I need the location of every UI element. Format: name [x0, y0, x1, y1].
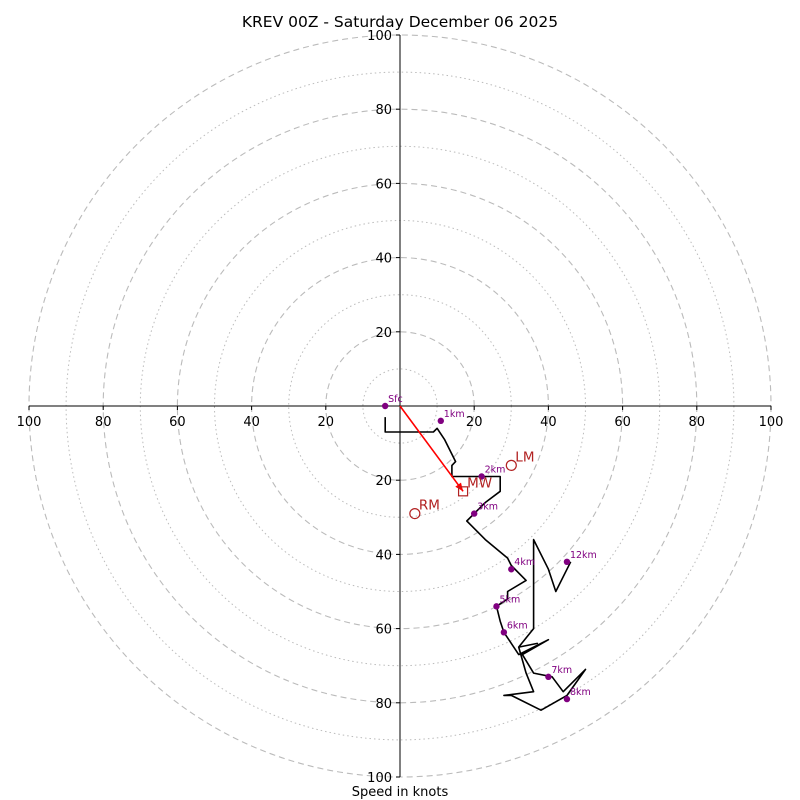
- height-label-8km: 8km: [570, 687, 591, 698]
- height-marker-2km: [478, 473, 485, 480]
- tick-label-left-100: 100: [17, 415, 42, 430]
- height-marker-4km: [508, 566, 515, 573]
- motion-label-lm: LM: [515, 449, 534, 465]
- height-label-12km: 12km: [570, 550, 597, 561]
- storm-motions: LM MW RM: [409, 449, 534, 520]
- height-marker-7km: [545, 673, 552, 681]
- tick-label-bottom-100: 100: [367, 771, 392, 786]
- height-marker-3km: [471, 510, 478, 517]
- tick-label-top-40: 40: [375, 252, 392, 267]
- motion-marker-rm: [409, 507, 421, 520]
- height-marker-12km: [563, 558, 571, 566]
- height-marker-1km: [437, 417, 445, 425]
- height-label-5km: 5km: [499, 594, 520, 605]
- tick-label-left-40: 40: [243, 415, 260, 430]
- height-label-sfc: Sfc: [388, 394, 403, 405]
- hodograph-trace-group: [384, 417, 587, 712]
- hodograph-trace: [384, 417, 587, 712]
- tick-label-right-60: 60: [614, 415, 631, 430]
- x-axis-label: Speed in knots: [352, 785, 449, 800]
- tick-label-right-80: 80: [689, 415, 706, 430]
- height-marker-6km: [500, 629, 508, 636]
- motion-marker-lm: [505, 459, 517, 471]
- motion-label-mw: MW: [467, 475, 492, 491]
- tick-label-top-60: 60: [375, 177, 392, 192]
- height-markers: Sfc 1km 2km 3km 4km 5km 6km 7km 8km 12km: [381, 394, 597, 703]
- shear-vector-line: [399, 405, 464, 492]
- tick-label-right-40: 40: [540, 415, 557, 430]
- motion-marker-mw: [457, 486, 469, 497]
- tick-label-left-20: 20: [318, 415, 335, 430]
- height-label-3km: 3km: [477, 502, 498, 513]
- chart-title: KREV 00Z - Saturday December 06 2025: [242, 13, 558, 31]
- tick-label-right-20: 20: [466, 415, 483, 430]
- height-label-2km: 2km: [485, 464, 506, 475]
- height-marker-8km: [563, 695, 571, 703]
- tick-label-top-20: 20: [375, 326, 392, 341]
- tick-label-right-100: 100: [759, 415, 784, 430]
- motion-label-rm: RM: [419, 498, 440, 514]
- height-label-1km: 1km: [444, 409, 465, 420]
- tick-label-bottom-40: 40: [375, 548, 392, 563]
- tick-label-bottom-60: 60: [375, 623, 392, 638]
- tick-label-bottom-80: 80: [375, 697, 392, 712]
- height-label-7km: 7km: [551, 665, 572, 676]
- height-marker-sfc: [381, 402, 389, 410]
- height-label-6km: 6km: [507, 620, 528, 631]
- tick-labels: 20 20 20 20 40 40 40 40 60 60 60 60 80 80 80 80 100 100 10…: [17, 29, 784, 786]
- height-marker-5km: [493, 603, 500, 610]
- tick-label-top-80: 80: [375, 103, 392, 118]
- tick-label-left-60: 60: [169, 415, 186, 430]
- height-label-4km: 4km: [514, 557, 535, 568]
- tick-label-left-80: 80: [95, 415, 112, 430]
- tick-label-top-100: 100: [367, 29, 392, 44]
- tick-label-bottom-20: 20: [375, 474, 392, 489]
